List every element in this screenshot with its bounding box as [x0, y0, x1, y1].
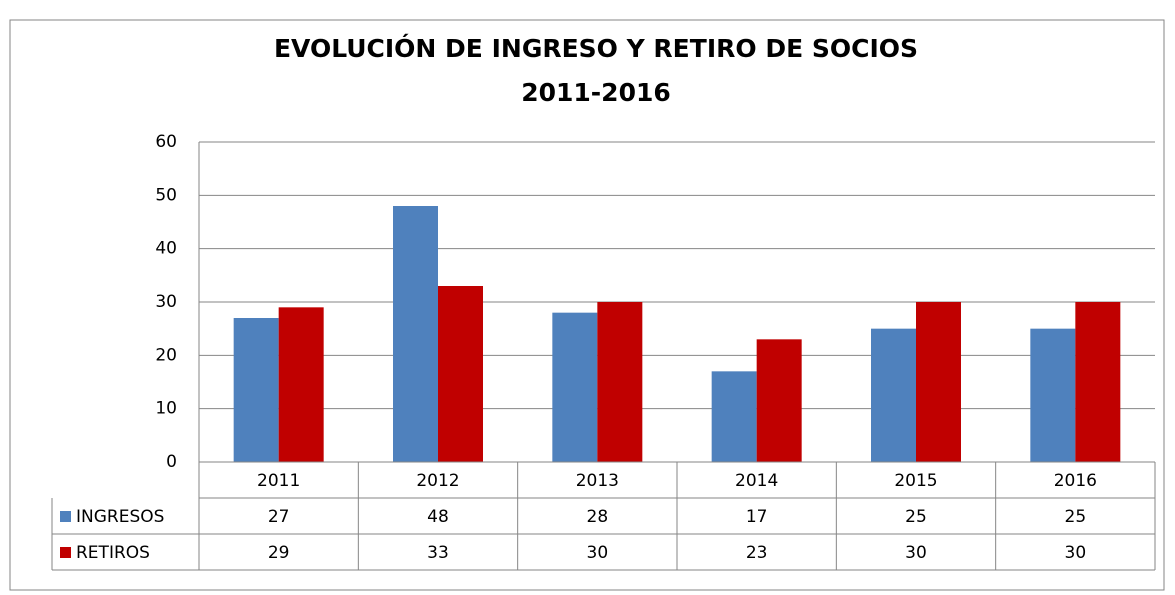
bar: [278, 307, 324, 462]
table-value: 29: [268, 543, 290, 563]
legend-swatch: [60, 511, 71, 522]
chart-border: [9, 19, 1165, 591]
table-value: 33: [427, 543, 449, 563]
y-tick-label: 0: [166, 452, 177, 472]
bar: [597, 302, 643, 462]
bar: [871, 328, 916, 462]
table-value: 30: [1065, 543, 1087, 563]
bar: [916, 302, 961, 462]
x-tick-label: 2014: [735, 471, 778, 491]
legend-swatch: [60, 547, 71, 558]
table-value: 30: [587, 543, 609, 563]
y-tick-label: 40: [155, 239, 177, 259]
chart-subtitle: 2011-2016: [521, 78, 671, 107]
x-tick-label: 2013: [576, 471, 619, 491]
y-tick-label: 30: [155, 292, 177, 312]
legend-label: RETIROS: [76, 543, 150, 563]
bar: [756, 339, 802, 462]
table-value: 30: [905, 543, 927, 563]
x-tick-label: 2012: [416, 471, 459, 491]
table-value: 25: [1065, 507, 1087, 527]
table-value: 48: [427, 507, 449, 527]
y-tick-label: 20: [155, 345, 177, 365]
chart-title: EVOLUCIÓN DE INGRESO Y RETIRO DE SOCIOS: [274, 33, 918, 63]
y-tick-label: 10: [155, 399, 177, 419]
x-tick-label: 2011: [257, 471, 300, 491]
bar: [552, 312, 598, 462]
bar: [233, 318, 279, 462]
table-value: 23: [746, 543, 768, 563]
x-tick-label: 2015: [894, 471, 937, 491]
bar: [1075, 302, 1121, 462]
table-value: 27: [268, 507, 290, 527]
legend-label: INGRESOS: [76, 507, 164, 527]
y-tick-label: 60: [155, 132, 177, 152]
bar: [711, 371, 757, 462]
bar: [1030, 328, 1076, 462]
table-value: 28: [587, 507, 609, 527]
bar: [438, 286, 483, 462]
x-tick-label: 2016: [1054, 471, 1097, 491]
table-value: 25: [905, 507, 927, 527]
table-value: 17: [746, 507, 768, 527]
bar: [393, 206, 438, 462]
y-tick-label: 50: [155, 185, 177, 205]
